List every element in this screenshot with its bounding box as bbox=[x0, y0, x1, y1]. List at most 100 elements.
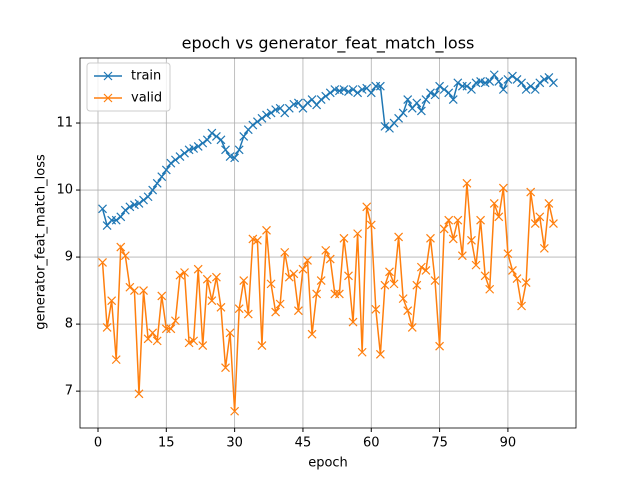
marker bbox=[526, 81, 536, 91]
marker bbox=[412, 98, 422, 108]
marker bbox=[467, 85, 476, 94]
marker bbox=[494, 77, 504, 86]
y-tick-label: 8 bbox=[65, 317, 73, 332]
marker bbox=[252, 235, 262, 245]
marker bbox=[111, 355, 121, 365]
marker bbox=[371, 304, 381, 314]
marker bbox=[152, 178, 162, 188]
marker bbox=[325, 88, 335, 98]
marker bbox=[503, 249, 513, 259]
marker bbox=[494, 212, 504, 222]
marker bbox=[512, 274, 522, 283]
marker bbox=[375, 349, 385, 359]
marker bbox=[312, 289, 322, 299]
marker bbox=[498, 85, 508, 94]
marker bbox=[193, 142, 203, 151]
marker bbox=[426, 88, 435, 98]
marker bbox=[216, 135, 226, 145]
marker bbox=[362, 202, 372, 212]
marker bbox=[271, 307, 281, 317]
marker bbox=[252, 117, 262, 127]
marker bbox=[243, 309, 253, 319]
marker bbox=[430, 276, 440, 285]
marker bbox=[394, 232, 404, 242]
marker bbox=[216, 302, 226, 312]
marker bbox=[485, 284, 495, 294]
marker bbox=[526, 187, 536, 197]
marker bbox=[221, 145, 230, 155]
marker bbox=[430, 90, 440, 100]
marker bbox=[339, 85, 349, 94]
marker bbox=[508, 266, 517, 275]
marker bbox=[398, 294, 408, 304]
marker bbox=[125, 202, 135, 212]
x-tick-label: 45 bbox=[295, 436, 312, 451]
marker bbox=[480, 271, 490, 281]
marker bbox=[303, 256, 312, 265]
marker bbox=[366, 220, 376, 230]
marker bbox=[544, 199, 554, 208]
marker bbox=[257, 341, 267, 350]
marker bbox=[435, 341, 445, 351]
marker bbox=[353, 88, 363, 98]
marker bbox=[375, 81, 385, 91]
legend: train valid bbox=[86, 62, 171, 112]
marker bbox=[120, 251, 130, 261]
marker bbox=[180, 148, 189, 158]
x-tick-label: 90 bbox=[500, 436, 517, 451]
marker bbox=[453, 215, 463, 225]
marker bbox=[211, 272, 221, 282]
marker bbox=[175, 270, 185, 280]
marker bbox=[439, 85, 449, 94]
marker bbox=[180, 268, 189, 277]
marker bbox=[134, 389, 144, 399]
marker bbox=[143, 334, 153, 344]
marker bbox=[444, 215, 454, 225]
marker bbox=[334, 289, 344, 299]
marker bbox=[257, 113, 267, 123]
marker bbox=[467, 235, 476, 245]
marker bbox=[389, 279, 399, 289]
marker bbox=[339, 233, 349, 243]
marker bbox=[403, 306, 413, 316]
marker bbox=[198, 138, 208, 148]
marker bbox=[530, 85, 540, 94]
marker bbox=[344, 87, 353, 96]
marker bbox=[161, 165, 171, 175]
marker bbox=[211, 131, 221, 141]
marker bbox=[508, 71, 517, 81]
legend-label: train bbox=[131, 69, 161, 84]
marker bbox=[266, 279, 276, 289]
marker bbox=[157, 291, 167, 301]
marker bbox=[116, 242, 126, 252]
marker bbox=[303, 98, 312, 108]
marker bbox=[143, 192, 153, 202]
marker bbox=[421, 266, 431, 275]
marker bbox=[175, 152, 185, 161]
marker bbox=[462, 178, 472, 188]
marker bbox=[448, 95, 458, 104]
marker bbox=[148, 185, 158, 195]
marker bbox=[476, 215, 486, 225]
marker bbox=[102, 323, 112, 332]
marker bbox=[120, 205, 130, 215]
marker bbox=[403, 95, 413, 104]
marker bbox=[435, 81, 445, 91]
marker bbox=[398, 108, 408, 118]
x-tick-label: 15 bbox=[158, 436, 175, 451]
marker bbox=[130, 286, 139, 296]
marker bbox=[193, 264, 203, 274]
marker bbox=[148, 328, 158, 338]
marker bbox=[207, 128, 217, 138]
marker bbox=[298, 264, 308, 274]
marker bbox=[348, 317, 358, 327]
marker bbox=[189, 336, 199, 346]
marker bbox=[316, 95, 326, 104]
marker bbox=[489, 199, 499, 208]
marker bbox=[366, 88, 376, 98]
marker bbox=[471, 260, 481, 270]
marker bbox=[98, 258, 107, 267]
marker bbox=[353, 229, 363, 239]
legend-label: valid bbox=[131, 91, 162, 106]
